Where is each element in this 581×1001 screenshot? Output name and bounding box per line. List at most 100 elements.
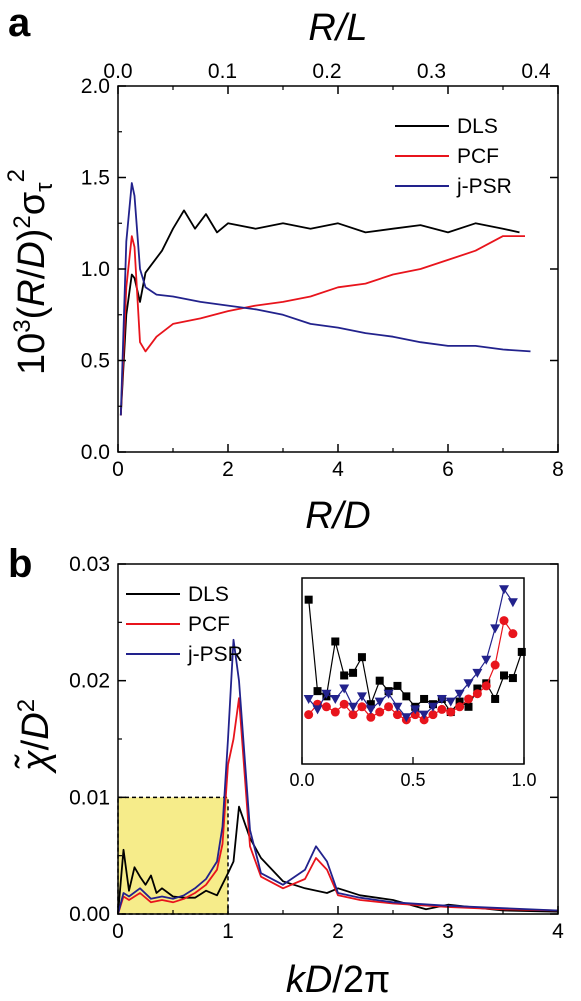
inset-marker-j-PSR [348,702,359,712]
inset-marker-j-PSR [321,689,332,699]
inset-marker-PCF [481,681,491,691]
x-tick-label: 6 [442,458,454,481]
inset-marker-j-PSR [507,598,518,608]
y-tick-label: 2.0 [81,75,110,98]
x2-tick-label: 0.1 [208,60,237,83]
inset-marker-DLS [402,692,411,701]
series-line-PCF [119,235,525,416]
legend-label-PCF: PCF [188,613,230,636]
inset-marker-j-PSR [490,624,501,634]
x-tick-label: 1 [222,920,234,943]
inset-marker-j-PSR [410,705,421,715]
x-tick-label: 0 [112,458,124,481]
inset-marker-PCF [446,707,456,717]
x2-tick-label: 0.4 [521,60,551,83]
inset-marker-PCF [366,712,376,722]
inset-marker-PCF [330,707,340,717]
y-tick-label: 0.0 [81,441,110,464]
panel-a-label: a [8,1,31,45]
x2-tick-label: 0.3 [417,60,446,83]
x-tick-label: 0 [112,920,124,943]
inset-marker-DLS [473,684,482,693]
panel-a-x2label: R/L [308,7,367,49]
inset-marker-PCF [499,616,509,626]
legend-label-DLS: DLS [188,583,229,606]
inset-marker-DLS [455,697,464,706]
panel-b-ylabel: χ̃/D2 [13,699,57,774]
inset-marker-DLS [508,674,517,683]
inset-marker-PCF [384,702,394,712]
inset-marker-PCF [428,710,438,720]
inset-marker-j-PSR [454,689,465,699]
inset-marker-j-PSR [472,668,483,678]
y-tick-label: 0.03 [69,553,110,576]
y-tick-label: 0.01 [69,786,110,809]
inset-frame [301,577,525,765]
series-line-PCF [117,697,559,915]
inset-marker-j-PSR [356,692,367,702]
inset-marker-PCF [321,702,331,712]
inset-marker-DLS [393,681,402,690]
inset-marker-PCF [437,704,447,714]
inset-marker-j-PSR [499,585,510,595]
inset-marker-DLS [375,676,384,685]
y-tick-label: 0.00 [69,903,110,926]
inset-marker-PCF [339,699,349,709]
legend-label-j-PSR: j-PSR [187,643,243,666]
legend-label-PCF: PCF [457,145,499,168]
panel-b-label: b [8,542,32,586]
panel-a-xlabel: R/D [305,495,370,537]
inset-marker-j-PSR [445,697,456,707]
x-tick-label: 2 [222,458,234,481]
inset-marker-j-PSR [481,655,492,665]
x-tick-label: 8 [552,458,564,481]
inset-marker-PCF [508,629,518,639]
inset-marker-DLS [313,687,322,696]
inset-marker-j-PSR [330,694,341,704]
series-line-j-PSR [117,638,559,915]
inset-marker-DLS [357,653,366,662]
x-tick-label: 4 [552,920,564,943]
legend-label-DLS: DLS [457,115,498,138]
inset-marker-PCF [357,702,367,712]
inset-marker-DLS [349,668,358,677]
inset-marker-DLS [366,700,375,709]
inset-marker-PCF [455,702,465,712]
inset-marker-DLS [304,595,313,604]
series-line-j-PSR [119,182,531,416]
y-tick-label: 1.0 [81,258,110,281]
inset-marker-PCF [375,707,385,717]
inset-marker-j-PSR [401,713,412,723]
legend-label-j-PSR: j-PSR [456,175,512,198]
series-line-DLS [119,209,520,416]
inset-marker-PCF [348,710,358,720]
x-tick-label: 4 [332,458,344,481]
inset-marker-DLS [331,637,340,646]
inset-marker-j-PSR [374,697,385,707]
inset-marker-PCF [464,694,473,704]
y-tick-label: 1.5 [81,167,110,190]
inset-marker-j-PSR [436,694,447,704]
inset-marker-j-PSR [427,702,438,712]
inset-marker-PCF [410,710,420,720]
x2-tick-label: 0.2 [312,60,341,83]
inset-marker-j-PSR [339,684,350,694]
inset-marker-j-PSR [392,702,403,712]
inset-marker-DLS [491,694,500,703]
panel-b-plot: 0 1 2 3 4 0.00 0.01 0.02 0.03 DLS PCF j-PSR 0.0 0.5 1.… [69,553,564,943]
x-tick-label: 3 [442,920,454,943]
plot-frame [117,85,559,453]
inset-marker-DLS [500,671,509,680]
inset-marker-PCF [304,710,314,720]
inset-marker-DLS [340,671,349,680]
inset-marker-PCF [392,710,402,720]
inset-marker-j-PSR [303,694,314,704]
panel-a-ylabel: 103(R/D)2στ2 [3,169,58,375]
inset-x-tick-label: 0.5 [400,770,425,790]
inset-marker-j-PSR [365,705,376,715]
inset-x-tick-label: 0.0 [289,770,314,790]
y-tick-label: 0.5 [81,350,110,373]
inset-marker-PCF [490,660,500,670]
y-tick-label: 0.02 [69,670,110,693]
